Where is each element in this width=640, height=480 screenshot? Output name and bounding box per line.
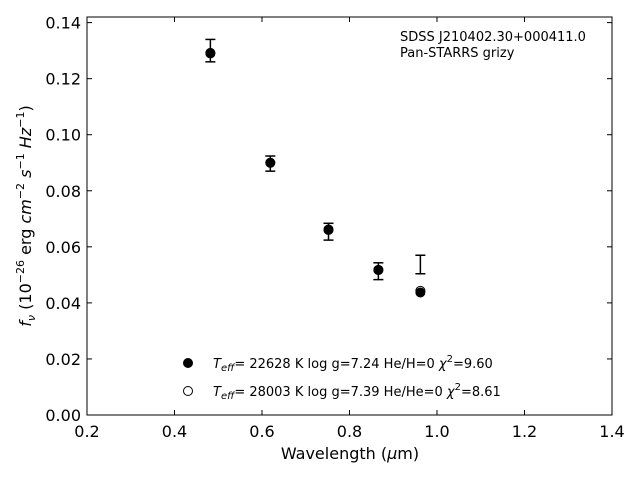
x-tick-label: 0.4 <box>162 422 187 441</box>
y-axis-label: fν (10−26 erg cm−2 s−1 Hz−1) <box>14 105 38 326</box>
model-point-filled <box>265 157 276 168</box>
y-tick-label: 0.04 <box>45 294 81 313</box>
model-point-filled <box>373 265 384 276</box>
legend-entry-2: Teff= 28003 K log g=7.39 He/He=0 χ2=8.61 <box>213 382 501 402</box>
y-tick-label: 0.00 <box>45 406 81 425</box>
model-point-filled <box>415 287 426 298</box>
x-tick-label: 0.6 <box>249 422 274 441</box>
x-tick-label: 1.4 <box>599 422 624 441</box>
x-axis-label: Wavelength (μm) <box>281 444 419 463</box>
legend-marker-filled <box>183 358 193 368</box>
legend-marker-open <box>183 386 193 396</box>
x-tick-label: 0.2 <box>74 422 99 441</box>
y-tick-label: 0.12 <box>45 70 81 89</box>
x-tick-label: 1.0 <box>424 422 449 441</box>
error-bars <box>205 38 426 281</box>
y-tick-label: 0.02 <box>45 350 81 369</box>
plot-area <box>86 16 613 416</box>
y-tick-label: 0.14 <box>45 14 81 33</box>
model-point-filled <box>205 48 216 59</box>
y-tick-label: 0.08 <box>45 182 81 201</box>
legend: Teff= 22628 K log g=7.24 He/H=0 χ2=9.60 … <box>183 354 501 402</box>
model-point-filled <box>323 225 334 236</box>
legend-entry-1: Teff= 22628 K log g=7.24 He/H=0 χ2=9.60 <box>213 354 493 374</box>
x-tick-label: 0.8 <box>337 422 362 441</box>
y-tick-label: 0.06 <box>45 238 81 257</box>
data-points <box>205 47 426 298</box>
x-axis-ticks: 0.2 0.4 0.6 0.8 1.0 1.2 1.4 <box>74 17 625 441</box>
annotation-line-2: Pan-STARRS grizy <box>400 46 515 61</box>
y-tick-label: 0.10 <box>45 126 81 145</box>
x-tick-label: 1.2 <box>512 422 537 441</box>
annotation-line-1: SDSS J210402.30+000411.0 <box>400 30 586 45</box>
y-axis-ticks: 0.00 0.02 0.04 0.06 0.08 0.10 0.12 0.14 <box>45 14 612 425</box>
